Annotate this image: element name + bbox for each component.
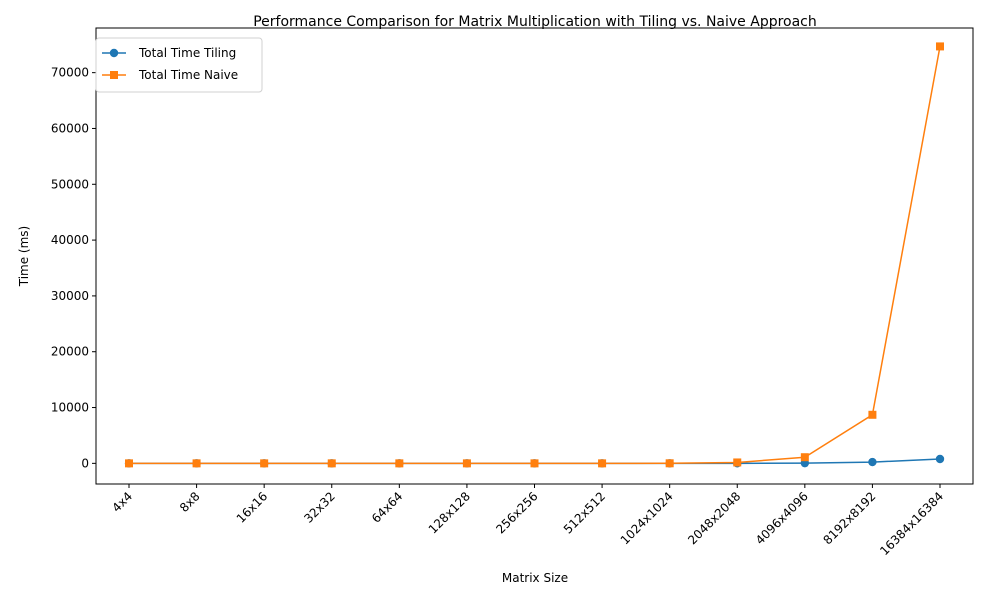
chart-title: Performance Comparison for Matrix Multip…	[253, 14, 817, 30]
x-tick-label: 4096x4096	[753, 489, 811, 547]
x-tick-label: 4x4	[109, 489, 135, 515]
x-tick-label: 64x64	[369, 489, 406, 526]
x-tick-label: 16x16	[234, 489, 271, 526]
x-tick-label: 512x512	[561, 489, 608, 536]
data-point	[395, 459, 404, 468]
data-point	[868, 457, 877, 467]
plot-frame	[95, 27, 974, 485]
y-axis-label: Time (ms)	[17, 226, 31, 288]
y-tick-label: 70000	[51, 66, 89, 80]
data-point	[800, 453, 809, 462]
legend-marker	[110, 71, 118, 79]
x-tick-label: 128x128	[426, 489, 473, 536]
series-line-1	[129, 46, 941, 465]
data-point	[260, 459, 269, 468]
y-tick-label: 10000	[51, 401, 89, 415]
y-tick-label: 50000	[51, 177, 89, 191]
data-point	[935, 454, 945, 464]
x-tick-label: 1024x1024	[618, 489, 676, 547]
y-tick-label: 0	[81, 456, 89, 470]
data-point	[733, 458, 742, 467]
legend-label: Total Time Naive	[138, 68, 238, 82]
data-point	[192, 459, 201, 468]
data-point	[598, 459, 607, 468]
x-tick-label: 256x256	[493, 489, 540, 536]
y-tick-label: 60000	[51, 121, 89, 135]
legend-label: Total Time Tiling	[138, 46, 236, 60]
y-tick-label: 20000	[51, 345, 89, 359]
data-point	[936, 42, 944, 51]
legend-marker	[109, 48, 119, 58]
data-point	[125, 459, 133, 468]
legend: Total Time Tiling Total Time Naive	[95, 37, 263, 93]
series-layer	[124, 42, 945, 468]
data-point	[327, 459, 336, 468]
data-point	[530, 459, 539, 468]
data-point	[868, 410, 877, 419]
x-axis: 4x4 8x8 16x16 32x32 64x64 128x128 256x256 512x5…	[109, 484, 946, 558]
data-point	[665, 459, 674, 468]
x-axis-label: Matrix Size	[502, 571, 568, 585]
legend-box	[95, 37, 263, 93]
x-tick-label: 8192x8192	[820, 489, 878, 547]
x-tick-label: 2048x2048	[685, 489, 743, 547]
x-tick-label: 16384x16384	[877, 489, 946, 558]
y-tick-label: 30000	[51, 289, 89, 303]
y-tick-label: 40000	[51, 233, 89, 247]
x-tick-label: 32x32	[301, 489, 338, 526]
y-axis: 0 10000 20000 30000 40000 50000 60000 70000	[51, 66, 96, 470]
x-tick-label: 8x8	[177, 489, 203, 515]
data-point	[462, 459, 471, 468]
